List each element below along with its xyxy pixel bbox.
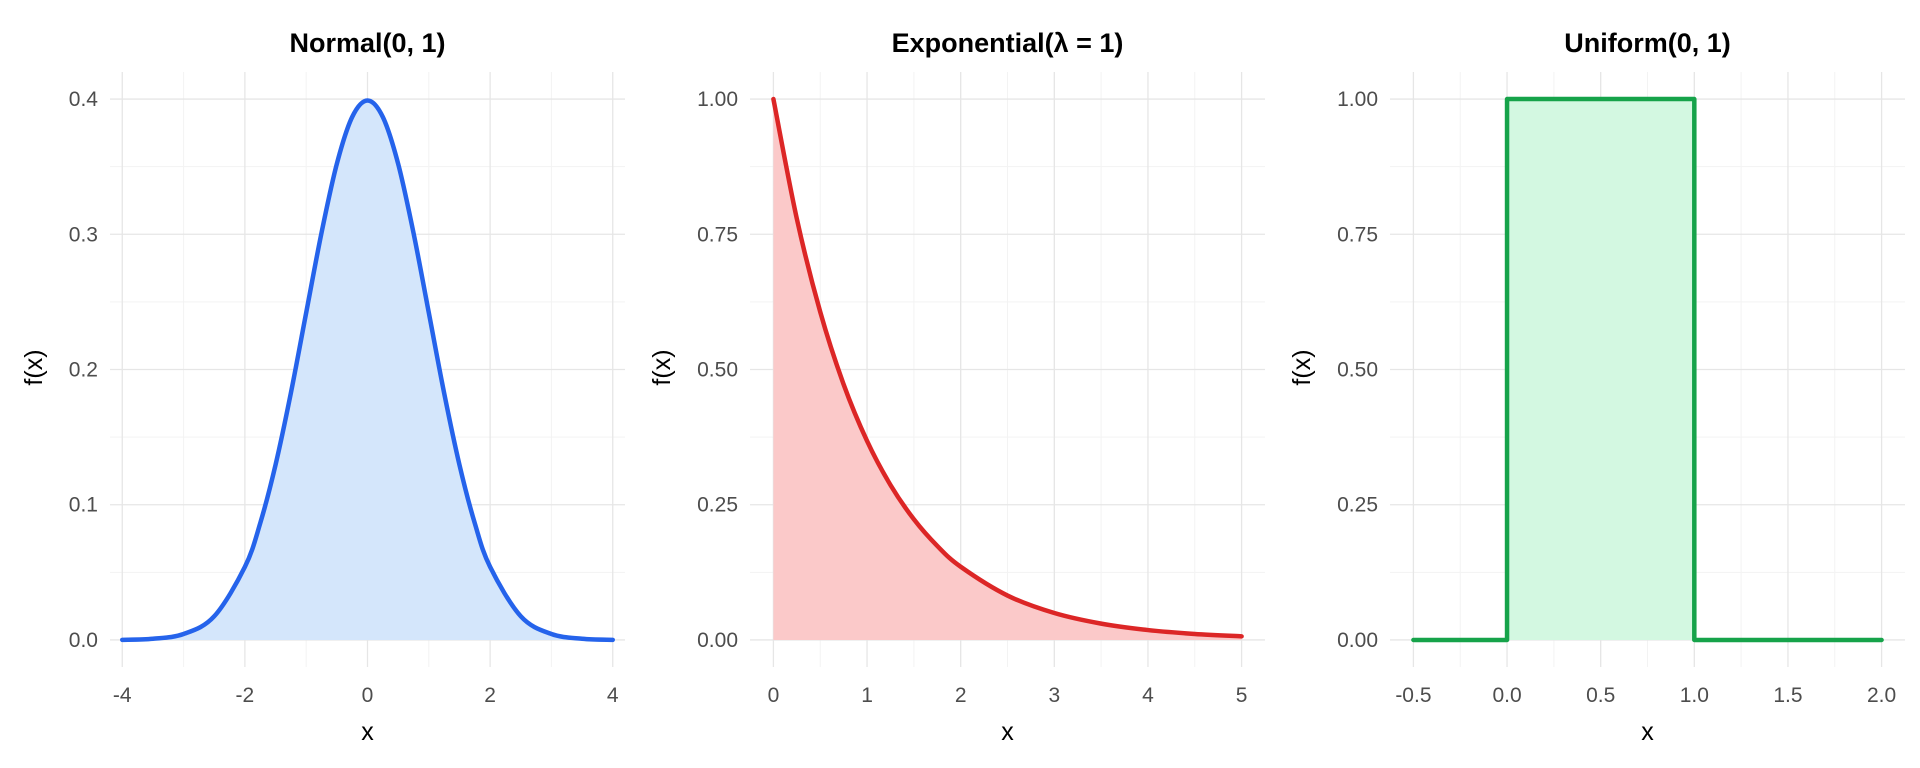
chart-title: Exponential(λ = 1)	[892, 28, 1124, 58]
y-tick-label: 0.75	[1337, 223, 1378, 246]
x-tick-label: 0	[362, 684, 374, 707]
x-tick-label: 0.5	[1586, 684, 1615, 707]
x-axis-label: x	[1001, 718, 1014, 746]
chart-title: Normal(0, 1)	[289, 28, 445, 58]
y-tick-label: 0.50	[697, 359, 738, 382]
x-tick-label: -4	[113, 684, 132, 707]
y-axis-label: f(x)	[20, 349, 48, 385]
y-tick-label: 0.50	[1337, 359, 1378, 382]
ticks: -0.5 0.0 0.5 1.0 1.5 2.0 0.00 0.25 0.50 0.75 1.00	[1337, 88, 1896, 707]
x-tick-label: 5	[1236, 684, 1248, 707]
x-tick-label: 1	[861, 684, 873, 707]
density-line	[120, 98, 615, 643]
density-line	[1411, 96, 1884, 643]
x-axis-label: x	[361, 718, 374, 746]
y-tick-label: 0.3	[69, 223, 98, 246]
x-tick-label: 4	[607, 684, 619, 707]
y-tick-label: 0.25	[697, 494, 738, 517]
x-tick-label: -0.5	[1395, 684, 1431, 707]
y-tick-label: 1.00	[1337, 88, 1378, 111]
y-tick-label: 1.00	[697, 88, 738, 111]
y-axis-label: f(x)	[1288, 349, 1316, 385]
x-tick-label: 3	[1048, 684, 1060, 707]
x-tick-label: 2	[484, 684, 496, 707]
y-tick-label: 0.4	[69, 88, 99, 111]
x-tick-label: 2	[955, 684, 967, 707]
panel-normal: -4 -2 0 2 4 0.0 0.1 0.2 0.3 0.4 Normal(0, 1) x f(…	[20, 28, 625, 746]
x-tick-label: 0.0	[1492, 684, 1521, 707]
y-tick-label: 0.25	[1337, 494, 1378, 517]
density-area	[1413, 99, 1882, 640]
panel-uniform: -0.5 0.0 0.5 1.0 1.5 2.00.000.250.500.751.00 …	[1288, 28, 1905, 746]
x-axis-label: x	[1641, 718, 1654, 746]
chart-title: Uniform(0, 1)	[1564, 28, 1731, 58]
y-tick-label: 0.00	[1337, 629, 1378, 652]
x-tick-label: 4	[1142, 684, 1154, 707]
density-line	[771, 96, 1244, 639]
x-tick-label: -2	[236, 684, 255, 707]
y-tick-label: 0.75	[697, 223, 738, 246]
y-tick-label: 0.00	[697, 629, 738, 652]
y-tick-label: 0.1	[69, 494, 98, 517]
x-tick-label: 2.0	[1867, 684, 1896, 707]
y-axis-label: f(x)	[648, 349, 676, 385]
density-area	[773, 99, 1242, 640]
panel-exponential: 0 1 2 3 4 5 0.00 0.25 0.50 0.75 1.00 Exponential(λ…	[648, 28, 1265, 746]
x-tick-label: 1.0	[1680, 684, 1709, 707]
density-area	[122, 100, 613, 640]
x-tick-label: 0	[768, 684, 780, 707]
x-tick-label: 1.5	[1773, 684, 1802, 707]
ticks: 0 1 2 3 4 5 0.00 0.25 0.50 0.75 1.00	[697, 88, 1247, 707]
y-tick-label: 0.2	[69, 359, 98, 382]
ticks: -4 -2 0 2 4 0.0 0.1 0.2 0.3 0.4	[69, 88, 619, 707]
y-tick-label: 0.0	[69, 629, 98, 652]
